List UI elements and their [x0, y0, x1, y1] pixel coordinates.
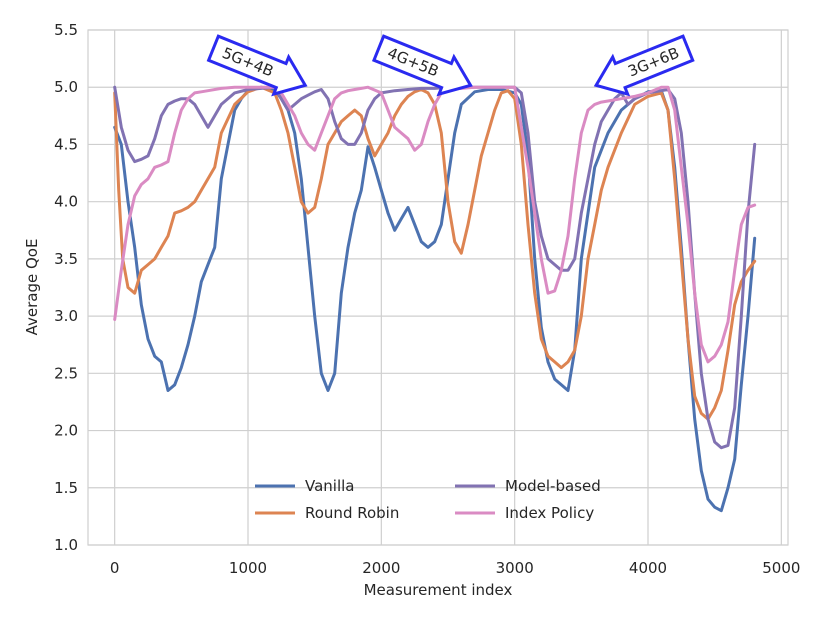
annotation-arrow-shape [206, 34, 308, 97]
legend-label: Round Robin [305, 504, 399, 522]
annotations: 5G+4B 4G+5B 3G+6B [206, 34, 695, 97]
legend: Vanilla Round Robin Model-based Index Polic… [255, 477, 601, 522]
series-line-vanilla [113, 85, 757, 513]
annotation-arrow: 5G+4B [206, 34, 308, 97]
legend-label: Model-based [505, 477, 601, 495]
series-line-round-robin [113, 85, 757, 421]
y-tick-label: 5.0 [54, 78, 78, 96]
x-tick-label: 0 [110, 559, 120, 577]
annotation-arrow: 3G+6B [593, 34, 695, 97]
x-tick-label: 1000 [229, 559, 267, 577]
tick-labels: 0 1000 2000 3000 4000 5000 1.0 1.5 2.0 2.5 3.0 3.5 4… [54, 21, 800, 577]
x-tick-label: 5000 [762, 559, 800, 577]
y-tick-label: 2.5 [54, 364, 78, 382]
annotation-arrow-shape [593, 34, 695, 97]
y-tick-label: 5.5 [54, 21, 78, 39]
y-tick-label: 1.0 [54, 536, 78, 554]
legend-label: Index Policy [505, 504, 594, 522]
series-line-index-policy [113, 85, 757, 364]
x-tick-label: 4000 [629, 559, 667, 577]
y-tick-label: 1.5 [54, 479, 78, 497]
legend-label: Vanilla [305, 477, 355, 495]
y-tick-label: 3.5 [54, 250, 78, 268]
y-tick-label: 3.0 [54, 307, 78, 325]
x-axis-label: Measurement index [364, 581, 513, 599]
x-tick-label: 2000 [362, 559, 400, 577]
x-tick-label: 3000 [496, 559, 534, 577]
y-tick-label: 4.5 [54, 135, 78, 153]
annotation-arrow-shape [371, 34, 473, 97]
plot-frame [87, 29, 789, 546]
series-line-model-based [113, 85, 757, 450]
series-group [113, 85, 757, 513]
y-tick-label: 4.0 [54, 193, 78, 211]
y-tick-label: 2.0 [54, 422, 78, 440]
y-axis-label: Average QoE [23, 239, 41, 336]
